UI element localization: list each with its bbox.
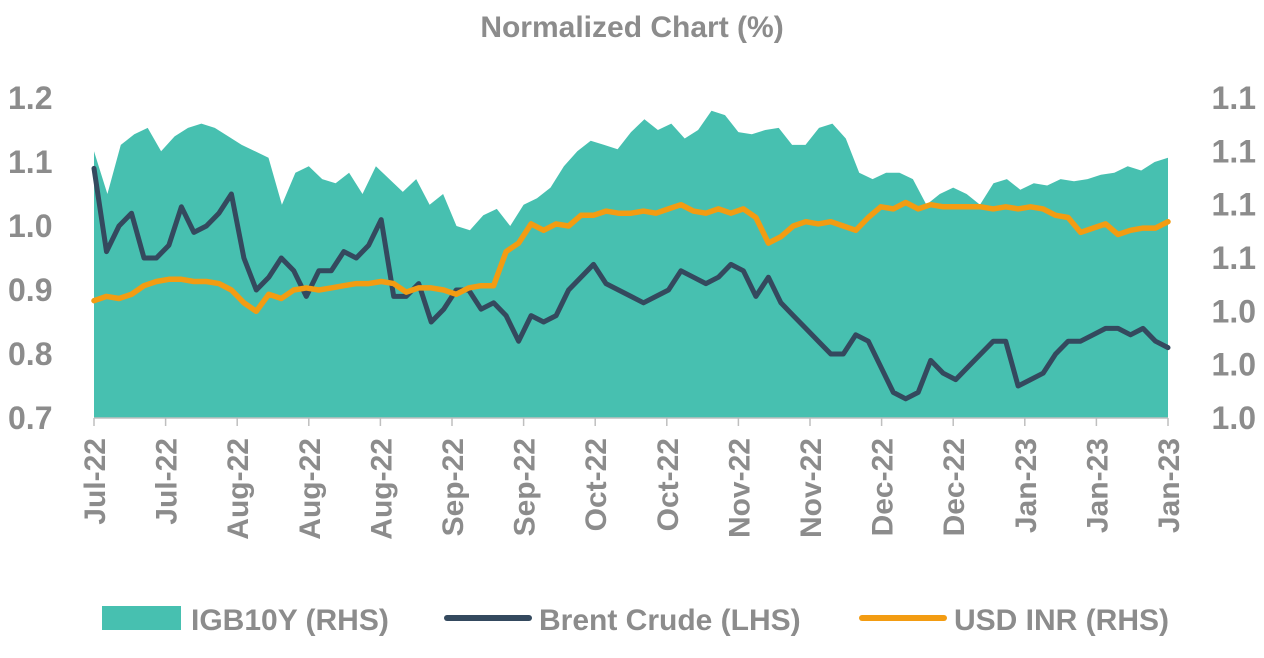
y-right-tick-label: 1.0 [1212,347,1256,383]
y-left-tick-label: 1.2 [8,80,52,116]
legend-swatch [102,606,181,630]
y-left-tick-label: 0.9 [8,272,52,308]
x-tick-label: Dec-22 [938,438,971,536]
x-tick-label: Jul-22 [79,438,112,525]
x-tick-label: Nov-22 [795,438,828,538]
y-right-tick-label: 1.1 [1212,133,1256,169]
y-left-tick-label: 1.0 [8,208,52,244]
axis-layer [93,417,1169,426]
x-tick-label: Jan-23 [1153,438,1186,533]
y-right-tick-label: 1.1 [1212,187,1256,223]
y-right-tick-label: 1.1 [1212,80,1256,116]
x-tick-label: Oct-22 [580,438,613,531]
y-right-tick-label: 1.1 [1212,240,1256,276]
y-right-tick-label: 1.0 [1212,400,1256,436]
legend-label: Brent Crude (LHS) [539,604,801,637]
x-tick-label: Nov-22 [723,438,756,538]
legend-item: Brent Crude (LHS) [444,604,801,637]
x-tick-label: Aug-22 [365,438,398,540]
x-tick-label: Aug-22 [294,438,327,540]
tick-layer: Jul-22 Jul-22 Aug-22 Aug-22 Aug-22 Sep-22 Sep-… [8,80,1256,540]
line-layer [91,165,1171,402]
series-line-usd-inr [91,199,1171,315]
x-tick-label: Jul-22 [151,438,184,525]
x-tick-label: Jan-23 [1010,438,1043,533]
x-tick-label: Sep-22 [437,438,470,536]
legend-item: USD INR (RHS) [859,604,1169,637]
legend-label: IGB10Y (RHS) [191,604,389,637]
legend: IGB10Y (RHS) Brent Crude (LHS) USD INR (RH… [102,604,1169,637]
y-right-tick-label: 1.0 [1212,293,1256,329]
legend-item: IGB10Y (RHS) [102,604,389,637]
x-tick-label: Oct-22 [652,438,685,531]
y-left-tick-label: 0.7 [8,400,52,436]
y-left-tick-label: 1.1 [8,144,52,180]
x-tick-label: Dec-22 [867,438,900,536]
legend-label: USD INR (RHS) [954,604,1169,637]
series-line-brent-crude [91,165,1171,402]
y-left-tick-label: 0.8 [8,336,52,372]
x-tick-label: Jan-23 [1081,438,1114,533]
x-tick-label: Aug-22 [222,438,255,540]
x-tick-label: Sep-22 [509,438,542,536]
series-area-igb10y [94,110,1168,419]
area-layer [94,110,1168,419]
chart-title: Normalized Chart (%) [480,11,783,44]
